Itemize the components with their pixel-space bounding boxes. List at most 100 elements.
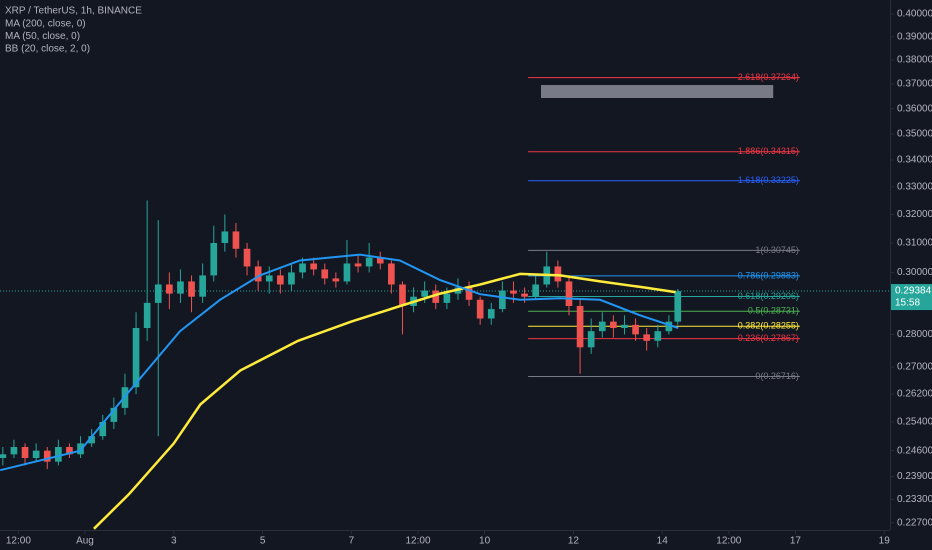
y-tick-label: 0.37000	[897, 79, 932, 90]
x-tick-label: 12:00	[405, 536, 430, 547]
y-tick-label: 0.23900	[897, 471, 932, 482]
candle-body	[177, 281, 184, 294]
candle-body	[432, 290, 440, 303]
candle-body	[254, 266, 262, 282]
y-tick-label: 0.23300	[897, 494, 932, 505]
y-tick-label: 0.22700	[897, 517, 932, 528]
fib-label: 0.5(0.28731)	[748, 306, 799, 316]
candle-body	[143, 302, 151, 328]
candle-body	[10, 447, 18, 455]
candle-body	[376, 257, 384, 264]
y-tick-label: 0.33000	[897, 181, 932, 192]
fib-label: 2.618(0.37264)	[738, 72, 799, 82]
candle-body	[210, 242, 218, 276]
x-tick-label: 12:00	[6, 536, 31, 547]
y-tick-label: 0.31000	[897, 238, 932, 249]
legend-entry: BB (20, close, 2, 0)	[5, 44, 90, 55]
y-tick-label: 0.30000	[897, 267, 932, 278]
candle-body	[665, 321, 673, 332]
candle-body	[598, 321, 606, 332]
y-tick-label: 0.27000	[897, 362, 932, 373]
x-tick-label: 17	[790, 536, 802, 547]
candle-body	[166, 284, 173, 294]
fib-label: 0.618(0.29206)	[738, 291, 799, 301]
x-tick-label: 12	[568, 536, 580, 547]
candle-body	[476, 299, 484, 319]
candle-body	[32, 450, 40, 458]
y-tick-label: 0.34000	[897, 155, 932, 166]
candle-body	[88, 436, 95, 444]
candle-body	[354, 263, 362, 267]
candle-body	[0, 454, 7, 458]
y-tick-label: 0.26200	[897, 389, 932, 400]
candle-body	[288, 272, 295, 285]
legend-entry: MA (50, close, 0)	[5, 31, 80, 42]
countdown-label: 15:58	[895, 298, 920, 309]
x-tick-label: 7	[349, 536, 355, 547]
candle-body	[499, 290, 506, 310]
candle-body	[310, 263, 317, 270]
fib-label: 1.886(0.34315)	[738, 146, 799, 156]
x-tick-label: 10	[479, 536, 491, 547]
last-price-label: 0.29384	[895, 286, 932, 297]
candle-body	[554, 266, 562, 282]
candle-body	[21, 447, 29, 458]
ma-line	[93, 272, 676, 530]
candle-body	[510, 290, 517, 294]
candle-body	[643, 334, 651, 341]
candle-body	[521, 293, 528, 297]
fib-label: 1(0.30745)	[755, 245, 799, 255]
y-tick-label: 0.25400	[897, 417, 932, 428]
candle-body	[221, 231, 229, 243]
fib-label: 1.618(0.33225)	[738, 175, 799, 185]
x-tick-label: Aug	[76, 536, 94, 547]
ma-line	[0, 253, 679, 472]
fib-label: 0.382(0.28255)	[738, 321, 799, 331]
candle-body	[610, 321, 617, 328]
candle-body	[621, 324, 628, 328]
y-tick-label: 0.35000	[897, 129, 932, 140]
candle-body	[243, 248, 251, 267]
candle-body	[332, 278, 340, 282]
legend-entry: MA (200, close, 0)	[5, 19, 86, 30]
y-tick-label: 0.32000	[897, 209, 932, 220]
candle-body	[188, 281, 195, 297]
fib-box	[540, 85, 774, 99]
candle-body	[587, 331, 595, 348]
last-price-tag	[891, 284, 932, 311]
fib-label: 0(0.26716)	[755, 371, 799, 381]
y-tick-label: 0.28000	[897, 329, 932, 340]
candle-body	[299, 263, 306, 273]
x-tick-label: 5	[260, 536, 266, 547]
x-tick-label: 19	[879, 536, 891, 547]
candle-body	[674, 291, 682, 322]
candle-body	[343, 263, 351, 282]
candle-body	[66, 447, 73, 455]
candle-body	[265, 275, 273, 282]
candle-body	[55, 447, 62, 462]
candle-body	[365, 257, 373, 267]
candle-body	[388, 263, 395, 285]
candle-body	[199, 275, 206, 297]
candle-body	[421, 290, 428, 297]
y-tick-label: 0.24600	[897, 445, 932, 456]
candle-body	[532, 284, 539, 297]
candle-body	[43, 450, 51, 462]
candle-body	[632, 324, 639, 335]
candle-body	[321, 269, 329, 279]
fib-label: 0.786(0.29883)	[738, 270, 799, 280]
y-tick-label: 0.36000	[897, 103, 932, 114]
chart-title: XRP / TetherUS, 1h, BINANCE	[5, 6, 142, 17]
candle-body	[465, 287, 473, 300]
candle-body	[399, 284, 406, 306]
candle-body	[232, 231, 240, 249]
x-tick-label: 3	[171, 536, 177, 547]
y-tick-label: 0.39000	[897, 31, 932, 42]
x-tick-label: 14	[657, 536, 669, 547]
candle-body	[576, 305, 584, 348]
fib-label: 0.236(0.27867)	[738, 333, 799, 343]
candle-body	[443, 293, 451, 303]
